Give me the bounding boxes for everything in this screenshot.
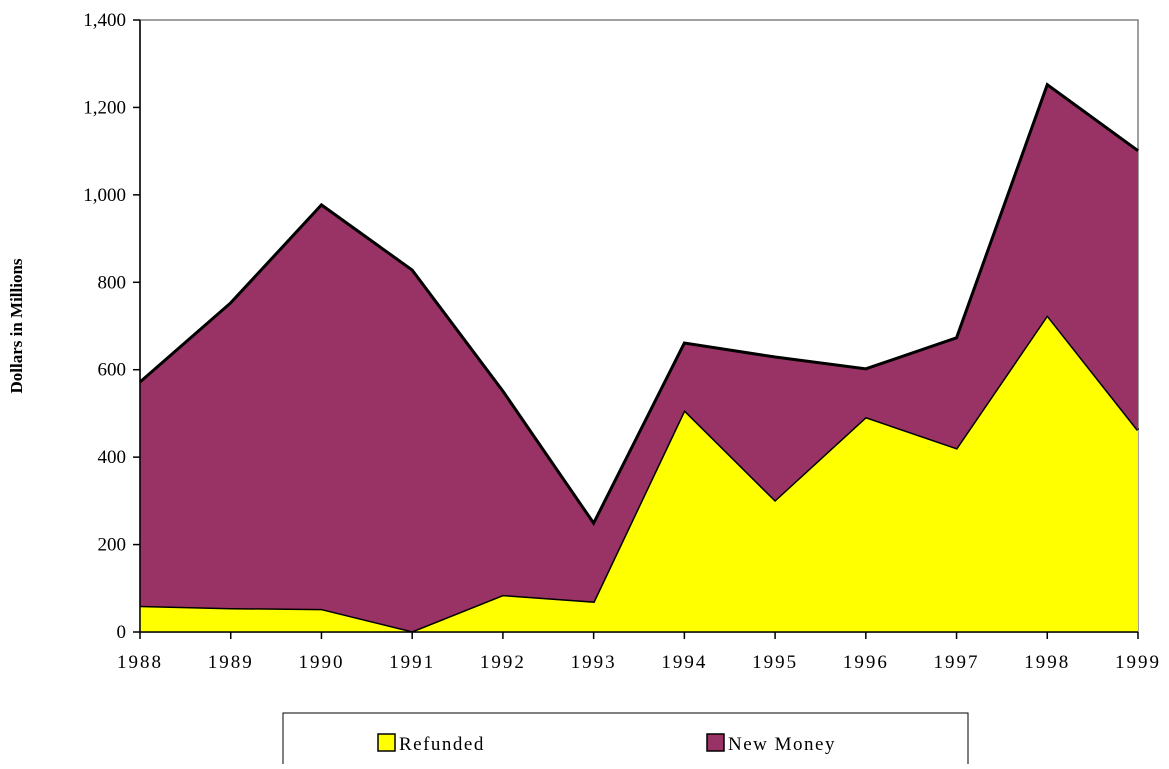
x-tick-label: 1994 (661, 652, 707, 673)
x-tick-label: 1999 (1115, 652, 1161, 673)
x-tick-label: 1991 (389, 652, 435, 673)
y-tick-label: 200 (98, 535, 127, 556)
y-tick-label: 800 (98, 272, 127, 293)
y-axis-label: Dollars in Millions (7, 258, 26, 393)
x-tick-label: 1998 (1024, 652, 1070, 673)
legend-label: New Money (728, 734, 836, 755)
x-tick-label: 1988 (117, 652, 163, 673)
y-tick-label: 1,000 (83, 185, 126, 206)
y-tick-label: 1,400 (83, 10, 126, 31)
x-tick-label: 1997 (934, 652, 980, 673)
x-tick-label: 1990 (298, 652, 344, 673)
legend-swatch (377, 733, 396, 752)
x-tick-label: 1995 (752, 652, 798, 673)
y-tick-label: 600 (98, 360, 127, 381)
y-tick-label: 400 (98, 447, 127, 468)
x-tick-label: 1992 (480, 652, 526, 673)
area (140, 315, 1138, 632)
legend-swatch (706, 733, 725, 752)
legend-label: Refunded (399, 734, 485, 755)
area (140, 84, 1138, 632)
x-tick-label: 1989 (208, 652, 254, 673)
area-outline (139, 82, 1139, 527)
x-tick-label: 1996 (843, 652, 889, 673)
legend-box (282, 712, 969, 769)
y-tick-label: 0 (117, 622, 127, 643)
x-tick-label: 1993 (571, 652, 617, 673)
y-tick-label: 1,200 (83, 97, 126, 118)
